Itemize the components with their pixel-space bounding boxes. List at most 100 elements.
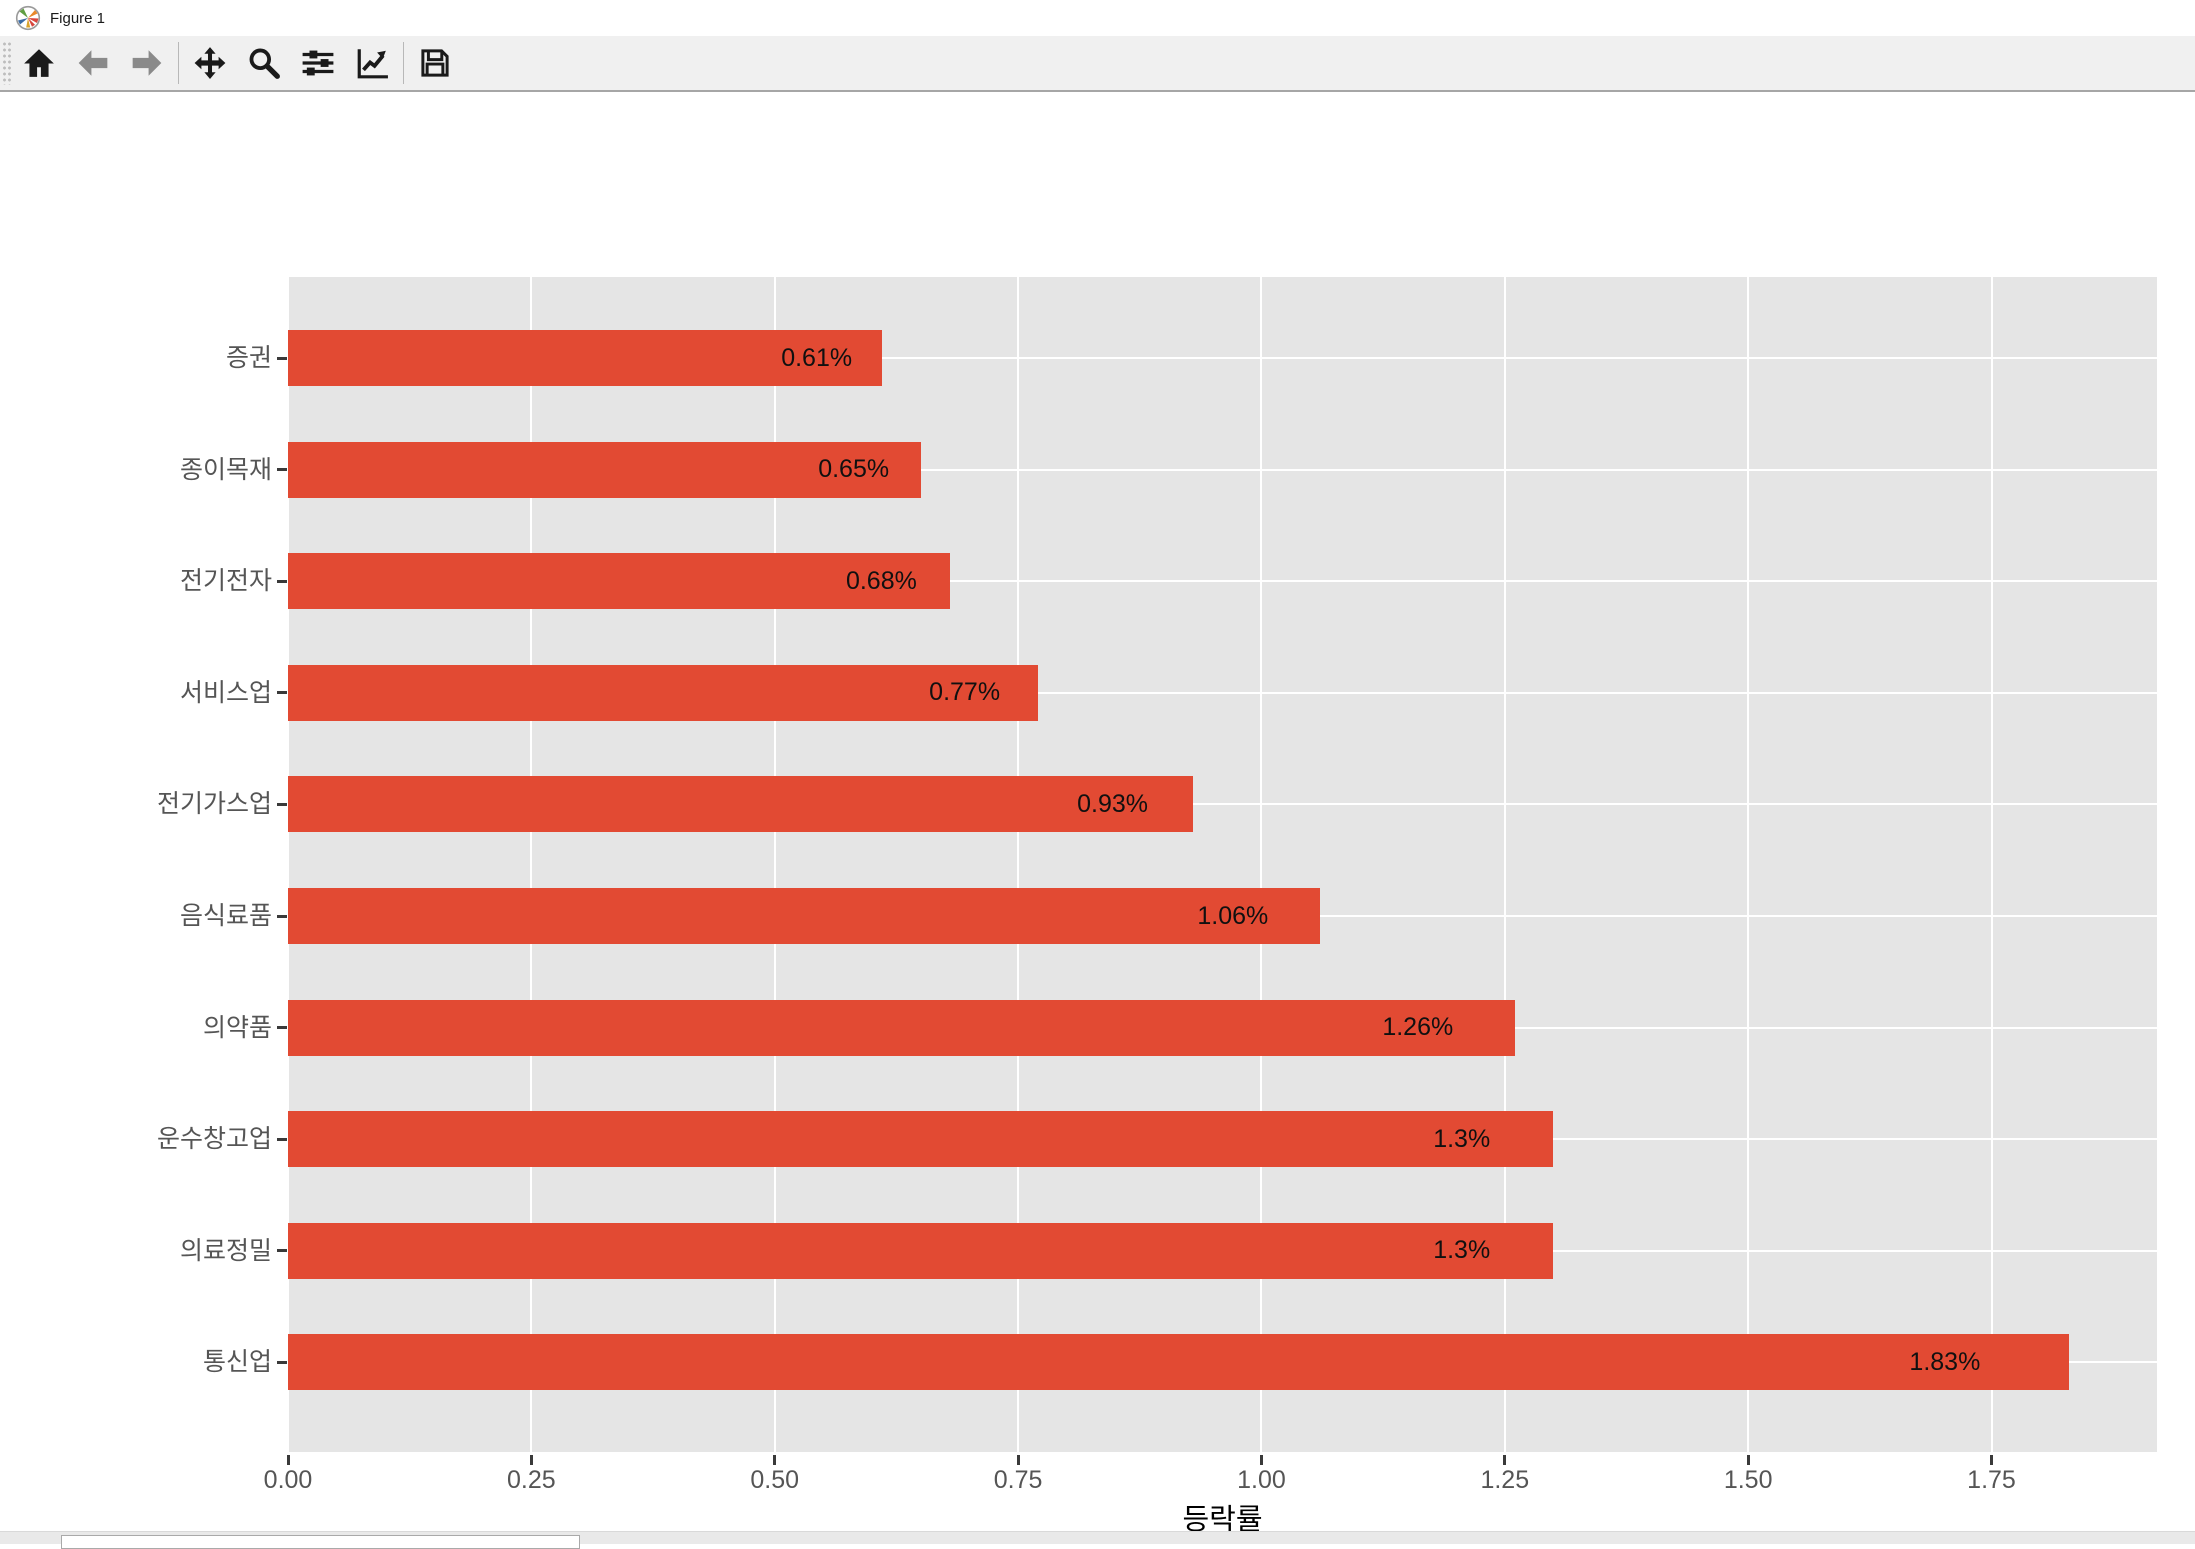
gridline-vertical xyxy=(530,277,533,1452)
y-tick-label: 의약품 xyxy=(202,1013,272,1042)
x-tick-mark xyxy=(1259,1455,1263,1465)
bar: 0.65% xyxy=(288,441,921,498)
toolbar-separator xyxy=(178,42,179,84)
y-tick-mark xyxy=(277,914,287,918)
x-axis-title: 등락률 xyxy=(1182,1504,1263,1536)
background-window-edge[interactable] xyxy=(61,1535,580,1549)
y-tick-mark xyxy=(277,468,287,472)
bar-value-label: 0.65% xyxy=(818,455,890,484)
gridline-vertical xyxy=(1260,277,1263,1452)
gridline-horizontal xyxy=(288,357,2157,359)
x-tick-label: 1.00 xyxy=(1237,1466,1286,1494)
plot-area: 0.61% 0.65% 0.68% 0.77% 0.93% 1.06% 1.26% 1.3% 1… xyxy=(287,277,2157,1452)
floppy-icon xyxy=(421,49,449,77)
toolbar-group-tools xyxy=(187,40,395,86)
gridline-vertical xyxy=(773,277,776,1452)
y-tick-mark xyxy=(277,691,287,695)
y-tick-mark xyxy=(277,1249,287,1253)
arrow-left-icon xyxy=(78,50,108,76)
x-tick-mark xyxy=(529,1455,533,1465)
toolbar-grip[interactable] xyxy=(2,41,12,85)
x-tick-mark xyxy=(1746,1455,1750,1465)
y-tick-label: 전기가스업 xyxy=(156,790,272,819)
matplotlib-logo-icon xyxy=(15,5,41,31)
bar: 1.26% xyxy=(288,999,1515,1056)
bar: 0.77% xyxy=(288,664,1038,721)
x-tick-label: 0.50 xyxy=(750,1466,800,1494)
bar: 0.68% xyxy=(288,553,950,610)
window-title: Figure 1 xyxy=(50,9,106,27)
x-tick-mark xyxy=(1990,1455,1994,1465)
y-tick-label: 의료정밀 xyxy=(179,1236,272,1265)
bar-value-label: 0.93% xyxy=(1077,789,1149,818)
x-tick-mark xyxy=(1503,1455,1507,1465)
bar: 1.06% xyxy=(288,888,1320,944)
home-button[interactable] xyxy=(16,40,62,86)
magnifier-icon xyxy=(249,48,280,79)
x-tick-label: 0.25 xyxy=(507,1466,556,1494)
window-titlebar: Figure 1 xyxy=(0,0,2195,36)
y-tick-label: 서비스업 xyxy=(179,678,272,707)
sliders-icon xyxy=(302,50,334,76)
zoom-button[interactable] xyxy=(241,40,287,86)
bar: 0.93% xyxy=(288,776,1194,833)
gridline-horizontal xyxy=(288,580,2157,583)
nav-toolbar xyxy=(0,36,2195,92)
bar-value-label: 1.3% xyxy=(1433,1124,1491,1153)
gridline-horizontal xyxy=(288,691,2157,694)
y-tick-label: 운수창고업 xyxy=(156,1125,272,1154)
gridline-vertical xyxy=(1017,277,1020,1452)
x-tick-label: 0.75 xyxy=(993,1466,1043,1494)
gridline-vertical xyxy=(287,277,289,1452)
bar-value-label: 1.06% xyxy=(1197,901,1269,930)
arrow-right-icon xyxy=(132,50,162,76)
bar-value-label: 0.68% xyxy=(845,566,917,595)
bar: 1.3% xyxy=(288,1111,1554,1168)
y-tick-mark xyxy=(277,802,287,806)
bar-value-label: 0.77% xyxy=(929,678,1001,707)
pan-button[interactable] xyxy=(187,40,233,86)
x-tick-label: 1.25 xyxy=(1480,1466,1530,1494)
y-tick-label: 증권 xyxy=(225,344,272,372)
x-tick-mark xyxy=(773,1455,777,1465)
y-tick-label: 통신업 xyxy=(202,1348,272,1377)
gridline-vertical xyxy=(1503,277,1506,1452)
figure-canvas: 0.61% 0.65% 0.68% 0.77% 0.93% 1.06% 1.26% 1.3% 1… xyxy=(0,92,2195,1536)
toolbar-group-save xyxy=(412,40,458,86)
customize-figure-button[interactable] xyxy=(349,40,395,86)
save-button[interactable] xyxy=(412,40,458,86)
back-button[interactable] xyxy=(70,40,116,86)
configure-subplots-button[interactable] xyxy=(295,40,341,86)
toolbar-group-nav xyxy=(16,40,170,86)
bar: 1.83% xyxy=(288,1334,2070,1391)
bar: 1.3% xyxy=(288,1222,1554,1279)
x-tick-mark xyxy=(286,1455,290,1465)
home-icon xyxy=(24,49,54,77)
background-window-strip xyxy=(0,1531,2195,1549)
chart-line-icon xyxy=(357,49,388,79)
gridline-vertical xyxy=(1747,277,1750,1452)
bar-value-label: 1.26% xyxy=(1382,1013,1454,1042)
y-tick-mark xyxy=(277,1026,287,1030)
y-tick-label: 종이목재 xyxy=(179,455,272,484)
y-tick-mark xyxy=(277,1137,287,1141)
bar-value-label: 1.83% xyxy=(1909,1347,1981,1376)
gridline-horizontal xyxy=(288,803,2157,806)
y-tick-mark xyxy=(277,1360,287,1364)
y-tick-mark xyxy=(277,356,287,360)
x-tick-label: 1.75 xyxy=(1967,1466,2016,1494)
bar-value-label: 1.3% xyxy=(1433,1236,1491,1265)
y-tick-label: 음식료품 xyxy=(179,902,272,930)
y-tick-label: 전기전자 xyxy=(179,567,272,596)
forward-button[interactable] xyxy=(124,40,170,86)
gridline-horizontal xyxy=(288,468,2157,471)
y-tick-mark xyxy=(277,579,287,583)
gridline-vertical xyxy=(1990,277,1993,1452)
move-icon xyxy=(194,47,226,79)
x-tick-mark xyxy=(1016,1455,1020,1465)
bar: 0.61% xyxy=(288,330,882,386)
x-tick-label: 1.50 xyxy=(1723,1466,1773,1494)
toolbar-separator xyxy=(403,42,404,84)
